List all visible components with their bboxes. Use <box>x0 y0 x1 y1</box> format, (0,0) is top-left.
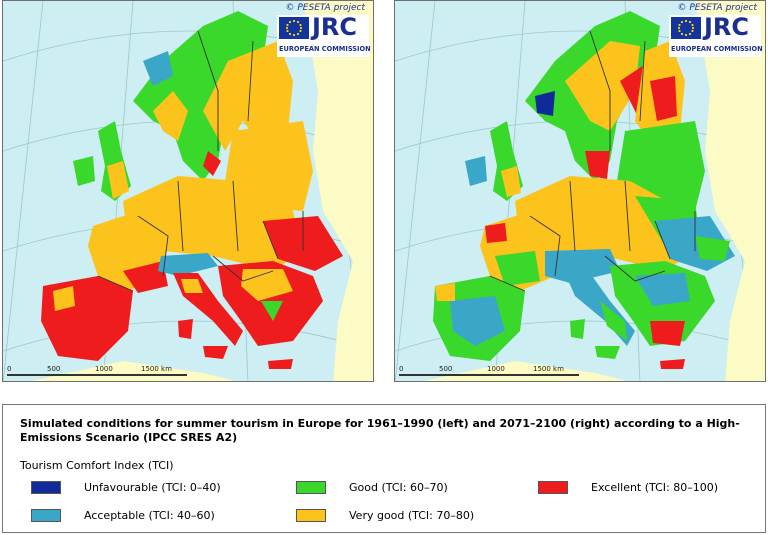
legend-swatch <box>31 481 61 494</box>
europe-map-right <box>395 1 765 381</box>
scale-tick: 1500 km <box>141 365 172 373</box>
legend-title: Simulated conditions for summer tourism … <box>20 417 740 444</box>
map-2071-2100: © PESETA project JRC EUROPEAN COMMISSION… <box>394 0 766 382</box>
legend: Simulated conditions for summer tourism … <box>2 404 766 533</box>
scale-tick: 1500 km <box>533 365 564 373</box>
legend-swatch <box>538 481 568 494</box>
scale-bar: 0 500 1000 1500 km <box>3 365 193 379</box>
europe-map-left <box>3 1 373 381</box>
scale-tick: 500 <box>439 365 453 373</box>
scale-tick: 0 <box>7 365 12 373</box>
legend-swatch <box>31 509 61 522</box>
eu-flag-icon <box>279 17 309 39</box>
legend-subtitle: Tourism Comfort Index (TCI) <box>20 459 174 472</box>
copyright-text: © PESETA project <box>285 3 366 13</box>
legend-label: Unfavourable (TCI: 0–40) <box>84 481 221 494</box>
legend-swatch <box>296 509 326 522</box>
scale-tick: 1000 <box>95 365 113 373</box>
european-commission-text: EUROPEAN COMMISSION <box>671 45 763 53</box>
legend-label: Good (TCI: 60–70) <box>349 481 448 494</box>
eu-flag-icon <box>671 17 701 39</box>
legend-label: Excellent (TCI: 80–100) <box>591 481 719 494</box>
jrc-logo: JRC EUROPEAN COMMISSION <box>277 13 371 57</box>
map-1961-1990: © PESETA project JRC EUROPEAN COMMISSION… <box>2 0 374 382</box>
jrc-logo-text: JRC <box>704 13 750 41</box>
legend-label: Very good (TCI: 70–80) <box>349 509 475 522</box>
jrc-logo: JRC EUROPEAN COMMISSION <box>669 13 763 57</box>
scale-tick: 1000 <box>487 365 505 373</box>
scale-bar: 0 500 1000 1500 km <box>395 365 585 379</box>
jrc-logo-text: JRC <box>312 13 358 41</box>
copyright-text: © PESETA project <box>677 3 758 13</box>
scale-tick: 500 <box>47 365 61 373</box>
european-commission-text: EUROPEAN COMMISSION <box>279 45 371 53</box>
legend-label: Acceptable (TCI: 40–60) <box>84 509 215 522</box>
legend-swatch <box>296 481 326 494</box>
scale-tick: 0 <box>399 365 404 373</box>
